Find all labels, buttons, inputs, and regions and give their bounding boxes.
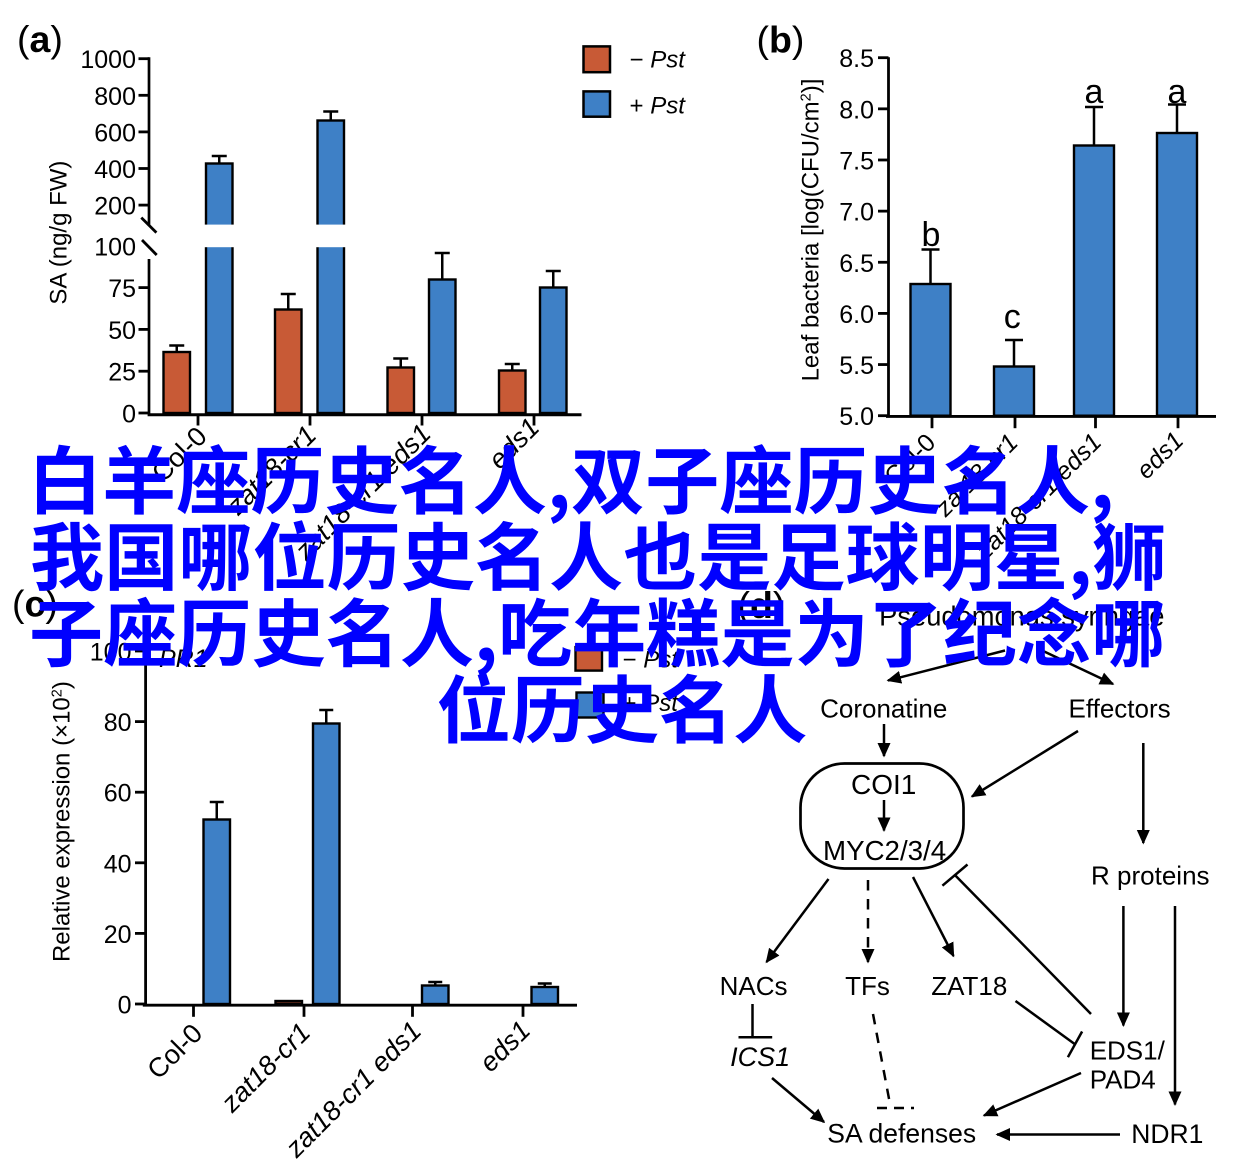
svg-text:200: 200 [94, 193, 136, 221]
svg-text:(b): (b) [757, 19, 805, 61]
svg-text:TFs: TFs [845, 971, 890, 1001]
svg-text:400: 400 [94, 156, 136, 184]
svg-text:50: 50 [108, 317, 136, 345]
svg-text:Relative expression (×102): Relative expression (×102) [49, 681, 76, 962]
svg-text:5.5: 5.5 [839, 352, 874, 380]
svg-text:(a): (a) [17, 18, 63, 60]
svg-text:6.0: 6.0 [839, 301, 874, 329]
svg-text:NDR1: NDR1 [1131, 1119, 1203, 1149]
svg-text:Leaf bacteria [log(CFU/cm2)]: Leaf bacteria [log(CFU/cm2)] [798, 79, 825, 382]
svg-text:+ Pst: + Pst [630, 93, 687, 120]
svg-text:Coronatine: Coronatine [820, 694, 947, 724]
svg-text:NACs: NACs [720, 971, 788, 1001]
svg-text:SA (ng/g FW): SA (ng/g FW) [46, 161, 73, 305]
svg-text:ICS1: ICS1 [730, 1042, 790, 1072]
svg-text:20: 20 [104, 921, 132, 949]
svg-text:60: 60 [104, 780, 132, 808]
svg-text:eds1: eds1 [474, 1015, 537, 1078]
svg-text:8.0: 8.0 [839, 96, 874, 124]
svg-text:25: 25 [108, 359, 136, 387]
svg-text:PAD4: PAD4 [1090, 1065, 1156, 1095]
svg-text:80: 80 [104, 709, 132, 737]
svg-text:5.0: 5.0 [839, 403, 874, 431]
svg-text:8.5: 8.5 [839, 45, 874, 73]
svg-text:40: 40 [104, 850, 132, 878]
svg-text:c: c [1004, 298, 1021, 336]
svg-text:b: b [922, 216, 941, 254]
svg-text:7.5: 7.5 [839, 147, 874, 175]
svg-text:75: 75 [108, 275, 136, 303]
svg-text:− Pst: − Pst [630, 46, 687, 73]
svg-text:COI1: COI1 [851, 769, 916, 800]
svg-text:ZAT18: ZAT18 [931, 971, 1007, 1001]
svg-text:Effectors: Effectors [1069, 694, 1171, 724]
svg-text:0: 0 [118, 992, 132, 1020]
svg-text:Col-0: Col-0 [141, 1018, 208, 1085]
svg-text:a: a [1168, 73, 1187, 111]
svg-text:0: 0 [122, 401, 136, 429]
svg-text:600: 600 [94, 119, 136, 147]
svg-text:MYC2/3/4: MYC2/3/4 [823, 835, 946, 866]
svg-text:100: 100 [94, 233, 136, 261]
svg-text:7.0: 7.0 [839, 199, 874, 227]
svg-text:zat18-cr1: zat18-cr1 [215, 1017, 317, 1119]
svg-text:SA defenses: SA defenses [827, 1119, 976, 1149]
svg-text:EDS1/: EDS1/ [1090, 1036, 1166, 1066]
svg-text:1000: 1000 [80, 46, 136, 74]
svg-text:a: a [1085, 73, 1104, 111]
svg-text:R proteins: R proteins [1091, 861, 1210, 891]
svg-text:6.5: 6.5 [839, 250, 874, 278]
svg-text:800: 800 [94, 83, 136, 111]
svg-text:eds1: eds1 [1131, 426, 1189, 484]
